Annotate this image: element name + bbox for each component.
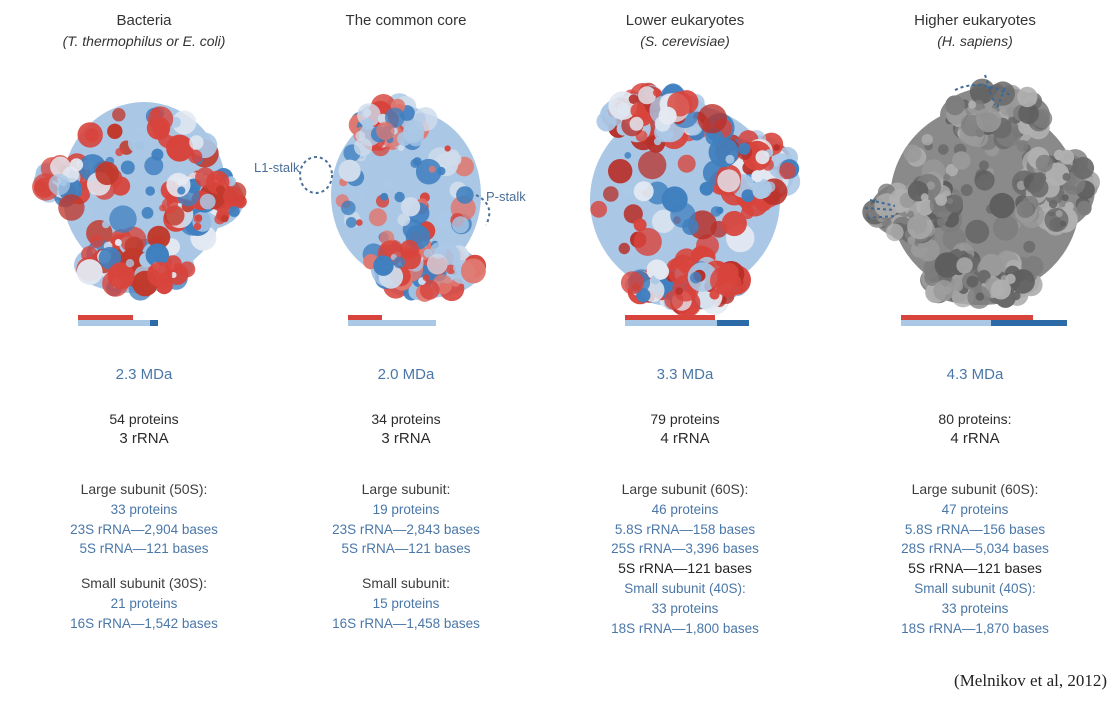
detail-line: Large subunit (60S): [911, 481, 1039, 497]
protein-count: 34 proteins [371, 411, 441, 427]
ribosome-structure-image [555, 70, 815, 320]
composition-bar [845, 313, 1105, 327]
ribosome-surface-render [299, 93, 491, 302]
detail-line: Large subunit (50S): [80, 481, 208, 497]
detail-line: 5S rRNA—121 bases [908, 560, 1042, 577]
detail-line: 19 proteins [372, 501, 440, 517]
ribosome-structure-image [276, 70, 536, 320]
column-title: The common core [345, 12, 467, 29]
column-lower-eukaryotes: Lower eukaryotes (S. cerevisiae) 3.3 MDa… [555, 0, 815, 636]
detail-line: 47 proteins [941, 501, 1009, 517]
ribosome-surface-render [32, 102, 247, 301]
composition-bar [555, 313, 815, 327]
bar-protein-segment [348, 315, 382, 320]
detail-line: 33 proteins [651, 600, 719, 616]
bar-protein-segment [78, 315, 133, 320]
callout-p-stalk: P-stalk [486, 189, 526, 204]
detail-line: 5S rRNA—121 bases [341, 541, 471, 557]
detail-line: 5S rRNA—121 bases [618, 560, 752, 577]
protein-count: 80 proteins: [938, 411, 1012, 427]
column-title: Bacteria [116, 12, 172, 29]
detail-line [266, 559, 546, 574]
detail-line: 33 proteins [110, 501, 178, 517]
bar-rrna-segment [625, 320, 717, 326]
composition-bar [276, 313, 536, 327]
rrna-count: 3 rRNA [119, 430, 169, 447]
detail-line: 16S rRNA—1,542 bases [70, 615, 218, 631]
citation: (Melnikov et al, 2012) [954, 671, 1107, 690]
bar-rrna-segment [78, 320, 150, 326]
detail-line: 5S rRNA—121 bases [79, 541, 209, 557]
detail-line: Small subunit: [362, 575, 450, 592]
detail-line: 15 proteins [372, 595, 440, 611]
detail-line: Small subunit (40S): [624, 580, 746, 596]
composition-bar [14, 313, 274, 327]
mass-label: 2.0 MDa [377, 366, 435, 383]
detail-line: 5.8S rRNA—158 bases [614, 521, 756, 537]
rrna-count: 4 rRNA [950, 430, 1000, 447]
subunit-details: Large subunit: 19 proteins 23S rRNA—2,84… [266, 480, 546, 634]
mass-label: 2.3 MDa [115, 366, 173, 383]
protein-count: 54 proteins [109, 411, 179, 427]
column-common-core: The common core L1-stalk P-stalk 2.0 MDa… [254, 0, 536, 631]
column-bacteria: Bacteria (T. thermophilus or E. coli) 2.… [14, 0, 274, 631]
column-title: Lower eukaryotes [625, 12, 745, 29]
bar-extension-segment [150, 320, 158, 326]
rrna-count: 3 rRNA [381, 430, 431, 447]
detail-line: Small subunit (40S): [914, 580, 1036, 596]
ribosome-structure-image [14, 70, 274, 320]
column-higher-eukaryotes: Higher eukaryotes (H. sapiens) 4.3 MDa 8… [845, 0, 1105, 636]
ribosome-surface-render [590, 82, 801, 318]
detail-line: 21 proteins [110, 595, 178, 611]
detail-line [4, 559, 284, 574]
protein-count: 79 proteins [650, 411, 720, 427]
detail-line: 23S rRNA—2,904 bases [70, 521, 218, 537]
detail-line: 16S rRNA—1,458 bases [332, 615, 480, 631]
detail-line: 28S rRNA—5,034 bases [901, 541, 1049, 557]
ribosome-surface-render [862, 74, 1100, 309]
column-subtitle: (H. sapiens) [937, 33, 1013, 49]
bar-rrna-segment [901, 320, 991, 326]
detail-line: 18S rRNA—1,800 bases [611, 620, 759, 636]
detail-line: 23S rRNA—2,843 bases [332, 521, 480, 537]
subunit-details: Large subunit (60S): 46 proteins 5.8S rR… [545, 480, 825, 638]
ribosome-structure-image [845, 70, 1105, 320]
detail-line: 25S rRNA—3,396 bases [611, 541, 759, 557]
subunit-details: Large subunit (60S): 47 proteins 5.8S rR… [835, 480, 1115, 638]
callout-l1-stalk: L1-stalk [254, 160, 300, 175]
detail-line: 18S rRNA—1,870 bases [901, 620, 1049, 636]
subunit-details: Large subunit (50S): 33 proteins 23S rRN… [4, 480, 284, 634]
detail-line: Large subunit: [361, 481, 451, 497]
column-subtitle: (T. thermophilus or E. coli) [62, 33, 226, 49]
detail-line: Small subunit (30S): [80, 575, 208, 592]
detail-line: 33 proteins [941, 600, 1009, 616]
mass-label: 4.3 MDa [946, 366, 1004, 383]
bar-extension-segment [717, 320, 749, 326]
detail-line: 5.8S rRNA—156 bases [904, 521, 1046, 537]
mass-label: 3.3 MDa [656, 366, 714, 383]
bar-protein-segment [625, 315, 715, 320]
column-title: Higher eukaryotes [914, 12, 1036, 29]
bar-rrna-segment [348, 320, 436, 326]
bar-extension-segment [991, 320, 1067, 326]
rrna-count: 4 rRNA [660, 430, 710, 447]
column-subtitle: (S. cerevisiae) [640, 33, 730, 49]
detail-line: 46 proteins [651, 501, 719, 517]
bar-protein-segment [901, 315, 1033, 320]
detail-line: Large subunit (60S): [621, 481, 749, 497]
